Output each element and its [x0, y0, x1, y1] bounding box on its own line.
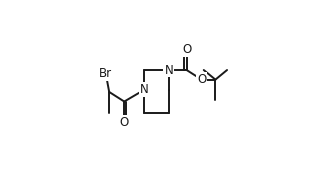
Text: O: O [182, 43, 191, 56]
Text: O: O [120, 116, 129, 129]
Text: Br: Br [99, 67, 112, 80]
Text: N: N [164, 64, 173, 77]
Text: O: O [197, 73, 206, 86]
Text: N: N [140, 83, 148, 96]
